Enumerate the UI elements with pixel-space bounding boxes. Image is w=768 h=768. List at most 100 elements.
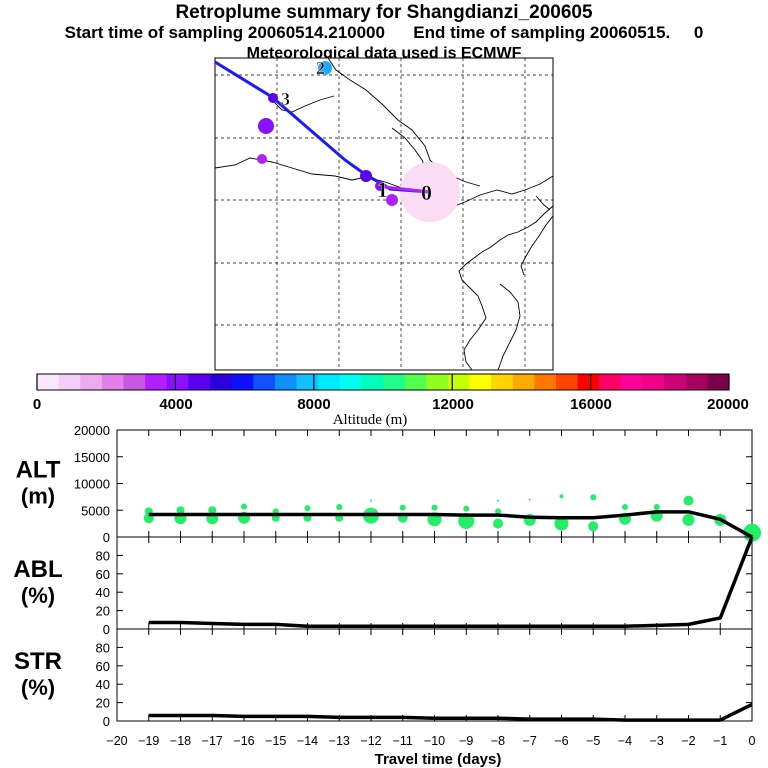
altitude-dot bbox=[590, 494, 597, 501]
colorbar-swatch bbox=[599, 374, 622, 390]
panel-frame bbox=[116, 536, 753, 630]
x-tick-label: −14 bbox=[297, 734, 318, 748]
colorbar-swatch bbox=[123, 374, 146, 390]
altitude-dot bbox=[304, 505, 311, 512]
altitude-dot bbox=[497, 499, 499, 502]
x-tick-label: −7 bbox=[523, 734, 537, 748]
colorbar-tick-label: 12000 bbox=[432, 396, 474, 413]
time-series-panels: 20000150001000050000ALT(m)806040200ABL(%… bbox=[13, 423, 761, 748]
x-tick-label: −1 bbox=[713, 734, 727, 748]
colorbar-swatch bbox=[383, 374, 406, 390]
x-tick-label: −20 bbox=[106, 734, 127, 748]
colorbar-swatch bbox=[58, 374, 81, 390]
altitude-dot bbox=[682, 513, 695, 526]
y-tick-label: 60 bbox=[96, 659, 110, 674]
panel-ylabel: STR bbox=[14, 648, 62, 675]
colorbar-swatch bbox=[80, 374, 103, 390]
colorbar-swatch bbox=[491, 374, 514, 390]
panel-ylabel: ABL bbox=[13, 556, 62, 583]
trajectory-day-labels: 0 1 2 3 bbox=[281, 58, 432, 205]
trajectory-cluster-markers bbox=[257, 61, 398, 206]
series-line-str bbox=[148, 702, 753, 722]
altitude-dot bbox=[208, 506, 217, 515]
trajectory-final-segment bbox=[383, 185, 431, 194]
altitude-dot bbox=[653, 504, 660, 511]
trajectory-label-2: 2 bbox=[316, 58, 325, 78]
x-tick-label: −18 bbox=[170, 734, 191, 748]
x-tick-label: −15 bbox=[265, 734, 286, 748]
colorbar-tick-labels: 0 4000 8000 12000 16000 20000 bbox=[33, 396, 749, 413]
panel-ylabel: ALT bbox=[16, 457, 61, 484]
colorbar-tick-label: 0 bbox=[33, 396, 41, 413]
altitude-dot bbox=[493, 518, 503, 529]
map-frame bbox=[214, 57, 554, 371]
altitude-dot bbox=[528, 498, 531, 501]
x-tick-label: −19 bbox=[138, 734, 159, 748]
colorbar-swatch bbox=[166, 374, 189, 390]
colorbar-swatch bbox=[642, 374, 665, 390]
x-tick-label: −5 bbox=[586, 734, 600, 748]
altitude-dot bbox=[370, 499, 372, 502]
colorbar-swatch bbox=[210, 374, 233, 390]
colorbar-swatch bbox=[447, 374, 470, 390]
x-tick-label: −6 bbox=[554, 734, 568, 748]
colorbar-swatch bbox=[664, 374, 687, 390]
colorbar-tick-label: 16000 bbox=[570, 396, 612, 413]
x-tick-label: −13 bbox=[329, 734, 350, 748]
altitude-dot bbox=[554, 516, 569, 531]
y-tick-label: 20 bbox=[96, 604, 110, 619]
altitude-dot bbox=[458, 512, 475, 529]
sampling-times: Start time of sampling 20060514.210000 E… bbox=[64, 23, 704, 42]
colorbar-swatch bbox=[274, 374, 297, 390]
cluster-marker bbox=[375, 181, 385, 191]
cluster-marker bbox=[268, 93, 278, 103]
trajectory-label-1: 1 bbox=[377, 177, 388, 202]
map-panel: 0 1 2 3 bbox=[214, 57, 554, 371]
cluster-marker bbox=[386, 194, 398, 206]
x-tick-label: −10 bbox=[424, 734, 445, 748]
x-tick-label: 0 bbox=[749, 734, 756, 748]
x-tick-labels: −20 −19 −18 −17 −16 −15 −14 −13 −12 −11 −10 −9 −8 −7−… bbox=[106, 734, 755, 748]
y-tick-label: 0 bbox=[103, 714, 110, 729]
colorbar-swatch bbox=[231, 374, 254, 390]
panel-ylabel: (%) bbox=[21, 583, 55, 608]
colorbar-swatch bbox=[534, 374, 557, 390]
colorbar-swatch bbox=[556, 374, 579, 390]
altitude-dot bbox=[495, 508, 501, 515]
altitude-dot bbox=[559, 494, 564, 499]
altitude-dot bbox=[683, 495, 694, 506]
map-gridlines bbox=[215, 58, 553, 370]
y-tick-label: 0 bbox=[103, 530, 110, 545]
x-tick-label: −8 bbox=[491, 734, 505, 748]
y-tick-label: 0 bbox=[103, 622, 110, 637]
colorbar-swatch bbox=[707, 374, 730, 390]
altitude-colorbar bbox=[36, 373, 730, 391]
x-tick-label: −9 bbox=[459, 734, 473, 748]
colorbar-swatch bbox=[339, 374, 362, 390]
y-tick-label: 20000 bbox=[74, 423, 110, 438]
colorbar-swatch bbox=[685, 374, 708, 390]
colorbar-tick-label: 20000 bbox=[707, 396, 749, 413]
x-tick-label: −11 bbox=[393, 734, 413, 748]
panel-abl: 80 60 40 20 0 ABL(%) bbox=[13, 536, 754, 637]
y-tick-label: 80 bbox=[96, 548, 110, 563]
y-tick-label: 60 bbox=[96, 567, 110, 582]
panel-str: 80 60 40 20 0 STR(%) bbox=[14, 628, 753, 729]
y-tick-label: 40 bbox=[96, 585, 110, 600]
colorbar-tick-label: 4000 bbox=[159, 396, 192, 413]
trajectory-label-3: 3 bbox=[281, 89, 290, 109]
colorbar-swatch bbox=[426, 374, 449, 390]
cluster-marker bbox=[360, 170, 372, 182]
y-tick-label: 80 bbox=[96, 640, 110, 655]
colorbar-swatch bbox=[253, 374, 276, 390]
y-tick-label: 5000 bbox=[81, 503, 110, 518]
colorbar-swatch bbox=[318, 374, 341, 390]
x-tick-label: −3 bbox=[650, 734, 664, 748]
colorbar-swatch bbox=[512, 374, 535, 390]
x-tick-label: −17 bbox=[202, 734, 223, 748]
altitude-dot bbox=[241, 503, 247, 510]
colorbar-swatch bbox=[469, 374, 492, 390]
cluster-marker bbox=[257, 154, 267, 164]
panel-frame bbox=[116, 628, 753, 722]
colorbar-swatch bbox=[145, 374, 168, 390]
